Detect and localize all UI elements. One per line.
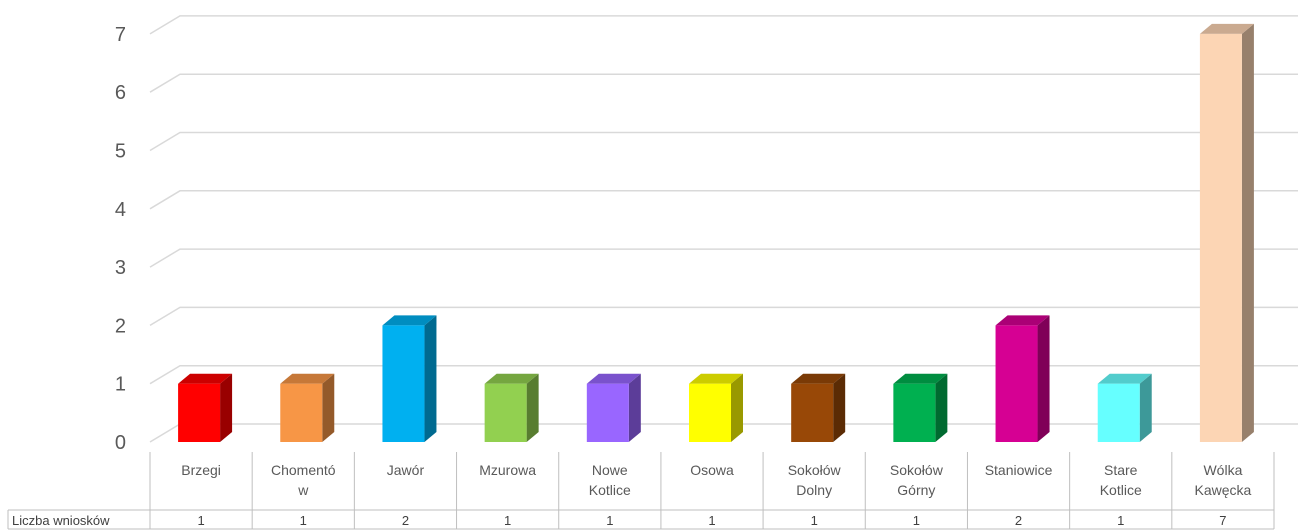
bar-front (791, 383, 834, 442)
bar-top (893, 373, 948, 384)
bar-front (893, 383, 936, 442)
bar-front (1097, 383, 1140, 442)
bar (893, 373, 948, 442)
bar-side (424, 315, 437, 442)
bar-side (731, 373, 743, 442)
grid-layer (149, 15, 1298, 443)
table-value-cell: 2 (1015, 513, 1022, 528)
table-value-cell: 2 (402, 513, 409, 528)
bar (689, 373, 743, 442)
data-table: Brzegi Chomentó w Jawór Mzurowa Nowe Kotlice Os… (7, 452, 1275, 530)
y-tick-label: 7 (115, 24, 126, 46)
bar (995, 315, 1050, 442)
table-value-cell: 1 (197, 513, 204, 528)
y-axis-ticks: 0 1 2 3 4 5 6 7 (115, 24, 126, 454)
category-label: Brzegi (181, 462, 221, 478)
bar-top (689, 373, 743, 384)
y-tick-label: 4 (115, 199, 126, 221)
category-label: Wólka Kawęcka (1195, 462, 1252, 498)
category-label: Stare Kotlice (1100, 462, 1142, 498)
table-value-cell: 1 (708, 513, 715, 528)
table-value-cell: 1 (1117, 513, 1124, 528)
category-label: Staniowice (985, 462, 1053, 478)
bar (280, 373, 335, 442)
bar (1097, 373, 1152, 442)
y-tick-label: 5 (115, 141, 126, 163)
bar-front (484, 383, 527, 442)
bar-top (484, 373, 539, 384)
category-label: Mzurowa (479, 462, 536, 478)
bar-side (1241, 23, 1254, 443)
bars (178, 23, 1254, 443)
y-tick-label: 3 (115, 257, 126, 279)
y-tick-label: 0 (115, 432, 126, 454)
gridline-3 (149, 248, 1298, 268)
y-tick-label: 2 (115, 315, 126, 337)
bar (382, 315, 437, 442)
bar (586, 373, 641, 442)
bar-top (791, 373, 846, 384)
category-label: Osowa (690, 462, 734, 478)
bar-front (178, 383, 221, 442)
table-value-cell: 7 (1219, 513, 1226, 528)
table-value-cell: 1 (913, 513, 920, 528)
bar-side (1037, 315, 1050, 442)
category-label: Nowe Kotlice (589, 462, 631, 498)
category-label: Jawór (387, 462, 425, 478)
bar-front (995, 325, 1038, 442)
bar-top (995, 315, 1050, 326)
gridline-6 (149, 73, 1298, 93)
table-row-header: Liczba wniosków (12, 513, 110, 528)
bar (1199, 23, 1254, 443)
bar-side (220, 373, 233, 442)
bar-side (935, 373, 948, 442)
bar-front (1199, 33, 1242, 443)
table-value-cell: 1 (300, 513, 307, 528)
bar (178, 373, 233, 442)
bar-front (689, 383, 731, 442)
bar-side (1139, 373, 1152, 442)
bar-top (178, 373, 233, 384)
bar-side (628, 373, 641, 442)
gridline-2 (149, 306, 1298, 327)
bar-side (833, 373, 846, 442)
table-value-cell: 1 (504, 513, 511, 528)
y-tick-label: 6 (115, 82, 126, 104)
gridline-1 (149, 364, 1298, 385)
table-value-cell: 1 (811, 513, 818, 528)
bar (484, 373, 539, 442)
bar-top (382, 315, 437, 326)
category-label: Chomentó w (271, 462, 336, 498)
bar-front (382, 325, 425, 442)
bar-top (586, 373, 641, 384)
bar-top (280, 373, 335, 384)
bar-top (1199, 23, 1254, 34)
bar-front (586, 383, 629, 442)
bar (791, 373, 846, 442)
bar-side (526, 373, 539, 442)
bar-side (322, 373, 335, 442)
y-tick-label: 1 (115, 374, 126, 396)
category-label: Sokołów Dolny (788, 462, 842, 498)
gridline-7 (149, 15, 1298, 35)
gridline-4 (149, 190, 1298, 210)
bar-front (280, 383, 323, 442)
gridline-5 (149, 131, 1298, 152)
category-label: Sokołów Górny (890, 462, 944, 498)
table-value-cell: 1 (606, 513, 613, 528)
bar-top (1097, 373, 1152, 384)
